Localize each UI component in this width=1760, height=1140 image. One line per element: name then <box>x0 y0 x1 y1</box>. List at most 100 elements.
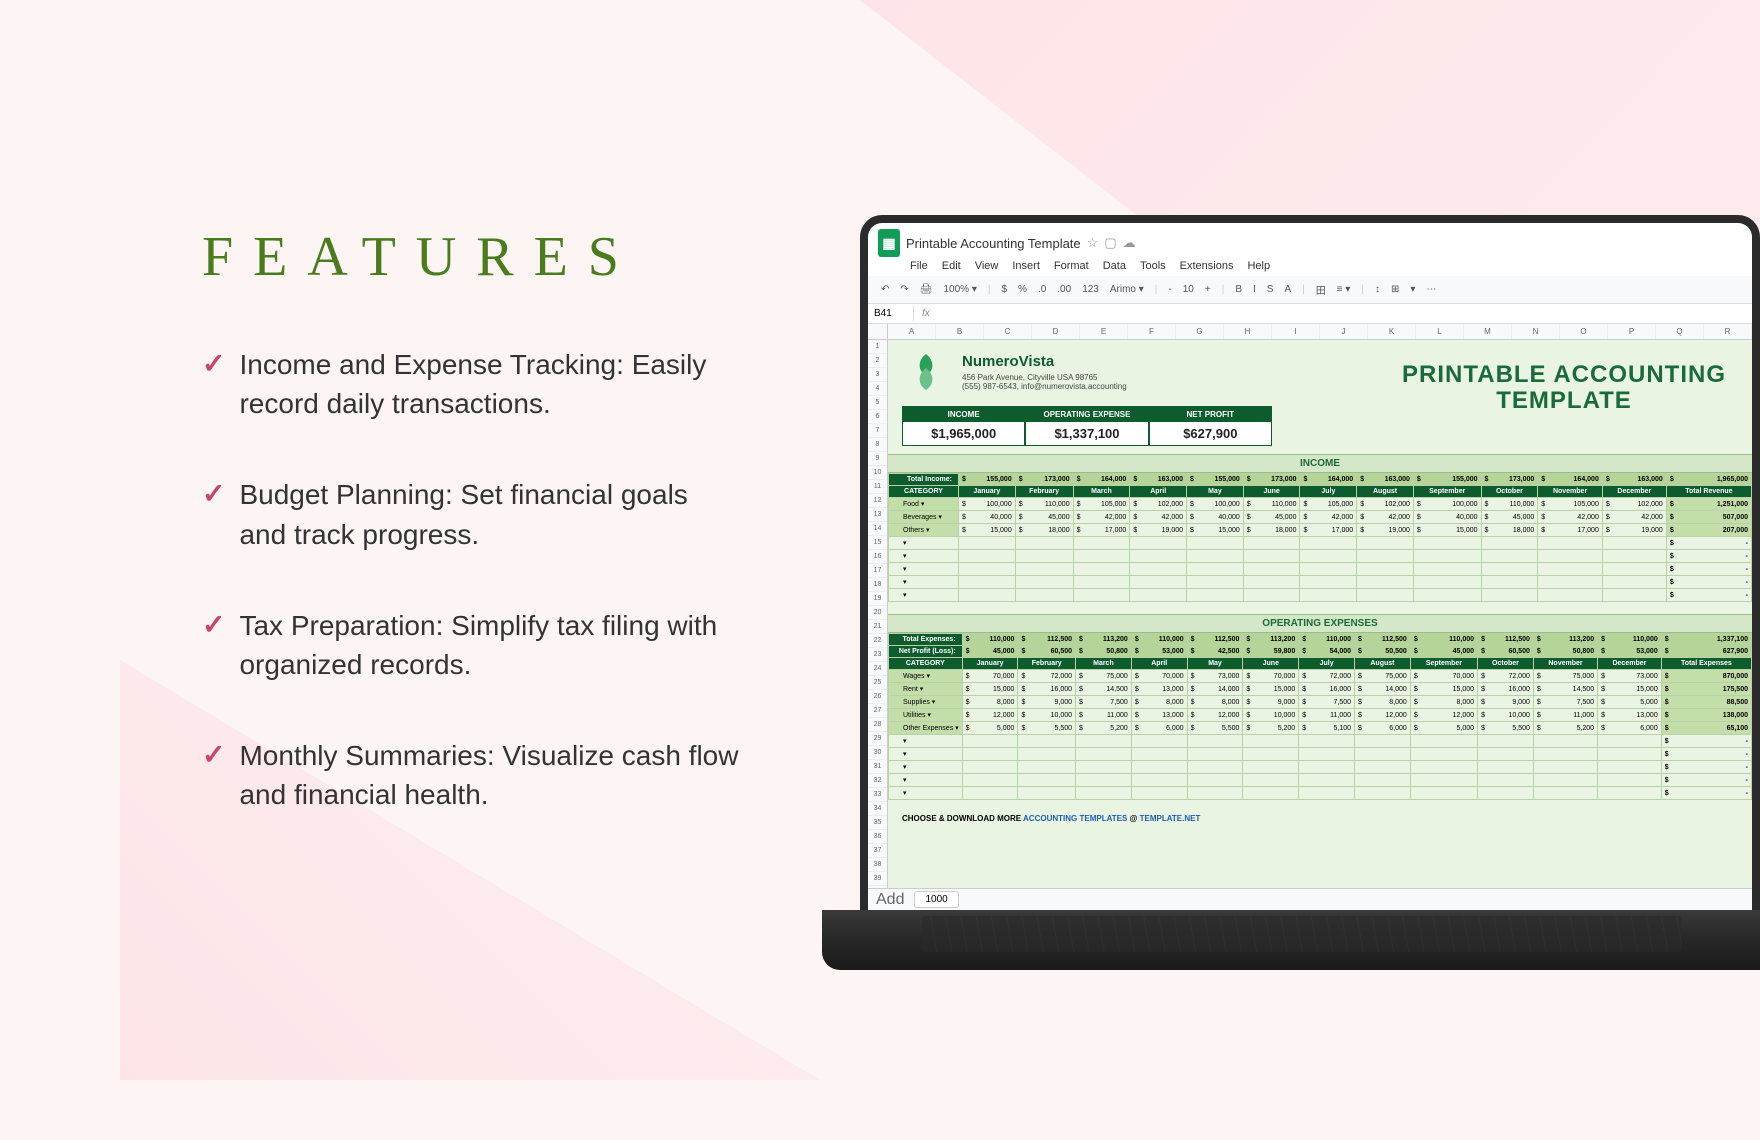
data-cell[interactable]: $11,000 <box>1076 709 1132 722</box>
row-number[interactable]: 28 <box>868 718 887 732</box>
empty-cell[interactable] <box>1355 787 1411 800</box>
toolbar-button[interactable]: $ <box>998 282 1010 297</box>
data-cell[interactable]: $15,000 <box>1598 683 1662 696</box>
empty-cell[interactable] <box>1357 576 1414 589</box>
empty-cell[interactable] <box>1410 748 1477 761</box>
row-number[interactable]: 39 <box>868 872 887 886</box>
data-cell[interactable]: $42,000 <box>1130 511 1187 524</box>
cloud-icon[interactable]: ☁ <box>1123 235 1136 251</box>
empty-cell[interactable] <box>1538 576 1603 589</box>
empty-cell[interactable]: $ - <box>1661 748 1751 761</box>
row-number[interactable]: 27 <box>868 704 887 718</box>
toolbar-button[interactable]: 10 <box>1180 282 1197 297</box>
data-cell[interactable]: $5,500 <box>1018 722 1076 735</box>
data-cell[interactable]: $19,000 <box>1357 524 1414 537</box>
data-cell[interactable]: $110,000 <box>1015 498 1073 511</box>
row-number[interactable]: 9 <box>868 452 887 466</box>
data-cell[interactable]: $8,000 <box>962 696 1018 709</box>
row-label[interactable]: Rent ▾ <box>889 683 963 696</box>
data-cell[interactable]: $13,000 <box>1131 683 1187 696</box>
row-number[interactable]: 6 <box>868 410 887 424</box>
empty-cell[interactable] <box>1410 735 1477 748</box>
data-cell[interactable]: $70,000 <box>1131 670 1187 683</box>
empty-row-toggle[interactable]: ▾ <box>889 735 963 748</box>
data-cell[interactable]: $8,000 <box>1410 696 1477 709</box>
row-number[interactable]: 7 <box>868 424 887 438</box>
empty-cell[interactable] <box>1355 761 1411 774</box>
empty-cell[interactable] <box>1533 761 1597 774</box>
row-number[interactable]: 30 <box>868 746 887 760</box>
empty-cell[interactable] <box>1478 735 1534 748</box>
data-cell[interactable]: $507,000 <box>1666 511 1751 524</box>
data-cell[interactable]: $70,000 <box>1410 670 1477 683</box>
data-cell[interactable]: $5,200 <box>1243 722 1299 735</box>
data-cell[interactable]: $100,000 <box>1187 498 1244 511</box>
data-cell[interactable]: $72,000 <box>1478 670 1534 683</box>
menu-item[interactable]: Data <box>1103 260 1126 272</box>
empty-cell[interactable] <box>1413 563 1481 576</box>
empty-cell[interactable] <box>1243 537 1300 550</box>
toolbar-button[interactable]: | <box>1299 282 1308 297</box>
data-cell[interactable]: $1,251,000 <box>1666 498 1751 511</box>
empty-cell[interactable] <box>1355 735 1411 748</box>
empty-cell[interactable]: $ - <box>1661 761 1751 774</box>
sheet-tab[interactable]: 1000 <box>914 891 958 908</box>
data-cell[interactable]: $65,100 <box>1661 722 1751 735</box>
fx-icon[interactable]: fx <box>914 308 938 319</box>
toolbar-button[interactable]: B <box>1232 282 1245 297</box>
data-cell[interactable]: $40,000 <box>1187 511 1244 524</box>
empty-cell[interactable] <box>1131 761 1187 774</box>
column-header[interactable]: I <box>1272 324 1320 339</box>
data-cell[interactable]: $13,000 <box>1598 709 1662 722</box>
empty-cell[interactable] <box>1243 735 1299 748</box>
row-number[interactable]: 35 <box>868 816 887 830</box>
empty-row-toggle[interactable]: ▾ <box>889 537 959 550</box>
toolbar-button[interactable]: 100% ▾ <box>940 282 979 297</box>
empty-cell[interactable] <box>1015 589 1073 602</box>
row-label[interactable]: Supplies ▾ <box>889 696 963 709</box>
empty-cell[interactable] <box>1478 748 1534 761</box>
empty-cell[interactable] <box>1533 748 1597 761</box>
row-number[interactable]: 26 <box>868 690 887 704</box>
empty-cell[interactable] <box>1243 589 1300 602</box>
empty-cell[interactable] <box>1076 787 1132 800</box>
data-cell[interactable]: $7,500 <box>1533 696 1597 709</box>
data-cell[interactable]: $10,000 <box>1478 709 1534 722</box>
column-header[interactable]: F <box>1128 324 1176 339</box>
empty-cell[interactable] <box>1533 774 1597 787</box>
data-cell[interactable]: $102,000 <box>1357 498 1414 511</box>
menu-item[interactable]: Edit <box>942 260 961 272</box>
column-header[interactable]: H <box>1224 324 1272 339</box>
data-cell[interactable]: $5,000 <box>1598 696 1662 709</box>
data-cell[interactable]: $16,000 <box>1478 683 1534 696</box>
empty-cell[interactable] <box>1243 748 1299 761</box>
row-label[interactable]: Beverages ▾ <box>889 511 959 524</box>
empty-cell[interactable] <box>1243 563 1300 576</box>
data-cell[interactable]: $12,000 <box>1187 709 1243 722</box>
empty-cell[interactable]: $ - <box>1666 576 1751 589</box>
row-number[interactable]: 23 <box>868 648 887 662</box>
empty-cell[interactable] <box>1018 774 1076 787</box>
toolbar-button[interactable]: | <box>1219 282 1228 297</box>
toolbar-button[interactable]: ⊞ <box>1388 282 1402 297</box>
empty-row-toggle[interactable]: ▾ <box>889 550 959 563</box>
data-cell[interactable]: $15,000 <box>962 683 1018 696</box>
row-number[interactable]: 4 <box>868 382 887 396</box>
data-cell[interactable]: $75,000 <box>1533 670 1597 683</box>
row-number[interactable]: 15 <box>868 536 887 550</box>
empty-cell[interactable] <box>1131 748 1187 761</box>
column-header[interactable]: B <box>936 324 984 339</box>
data-cell[interactable]: $75,000 <box>1355 670 1411 683</box>
data-cell[interactable]: $5,500 <box>1187 722 1243 735</box>
empty-cell[interactable] <box>1598 735 1662 748</box>
empty-cell[interactable] <box>1130 537 1187 550</box>
data-cell[interactable]: $15,000 <box>959 524 1016 537</box>
data-cell[interactable]: $9,000 <box>1018 696 1076 709</box>
toolbar-button[interactable]: S <box>1264 282 1277 297</box>
data-cell[interactable]: $207,000 <box>1666 524 1751 537</box>
toolbar-button[interactable]: Arimo ▾ <box>1107 282 1147 297</box>
row-number[interactable]: 25 <box>868 676 887 690</box>
toolbar-button[interactable]: 🖨 <box>917 282 936 297</box>
data-cell[interactable]: $14,500 <box>1533 683 1597 696</box>
data-cell[interactable]: $70,000 <box>1243 670 1299 683</box>
